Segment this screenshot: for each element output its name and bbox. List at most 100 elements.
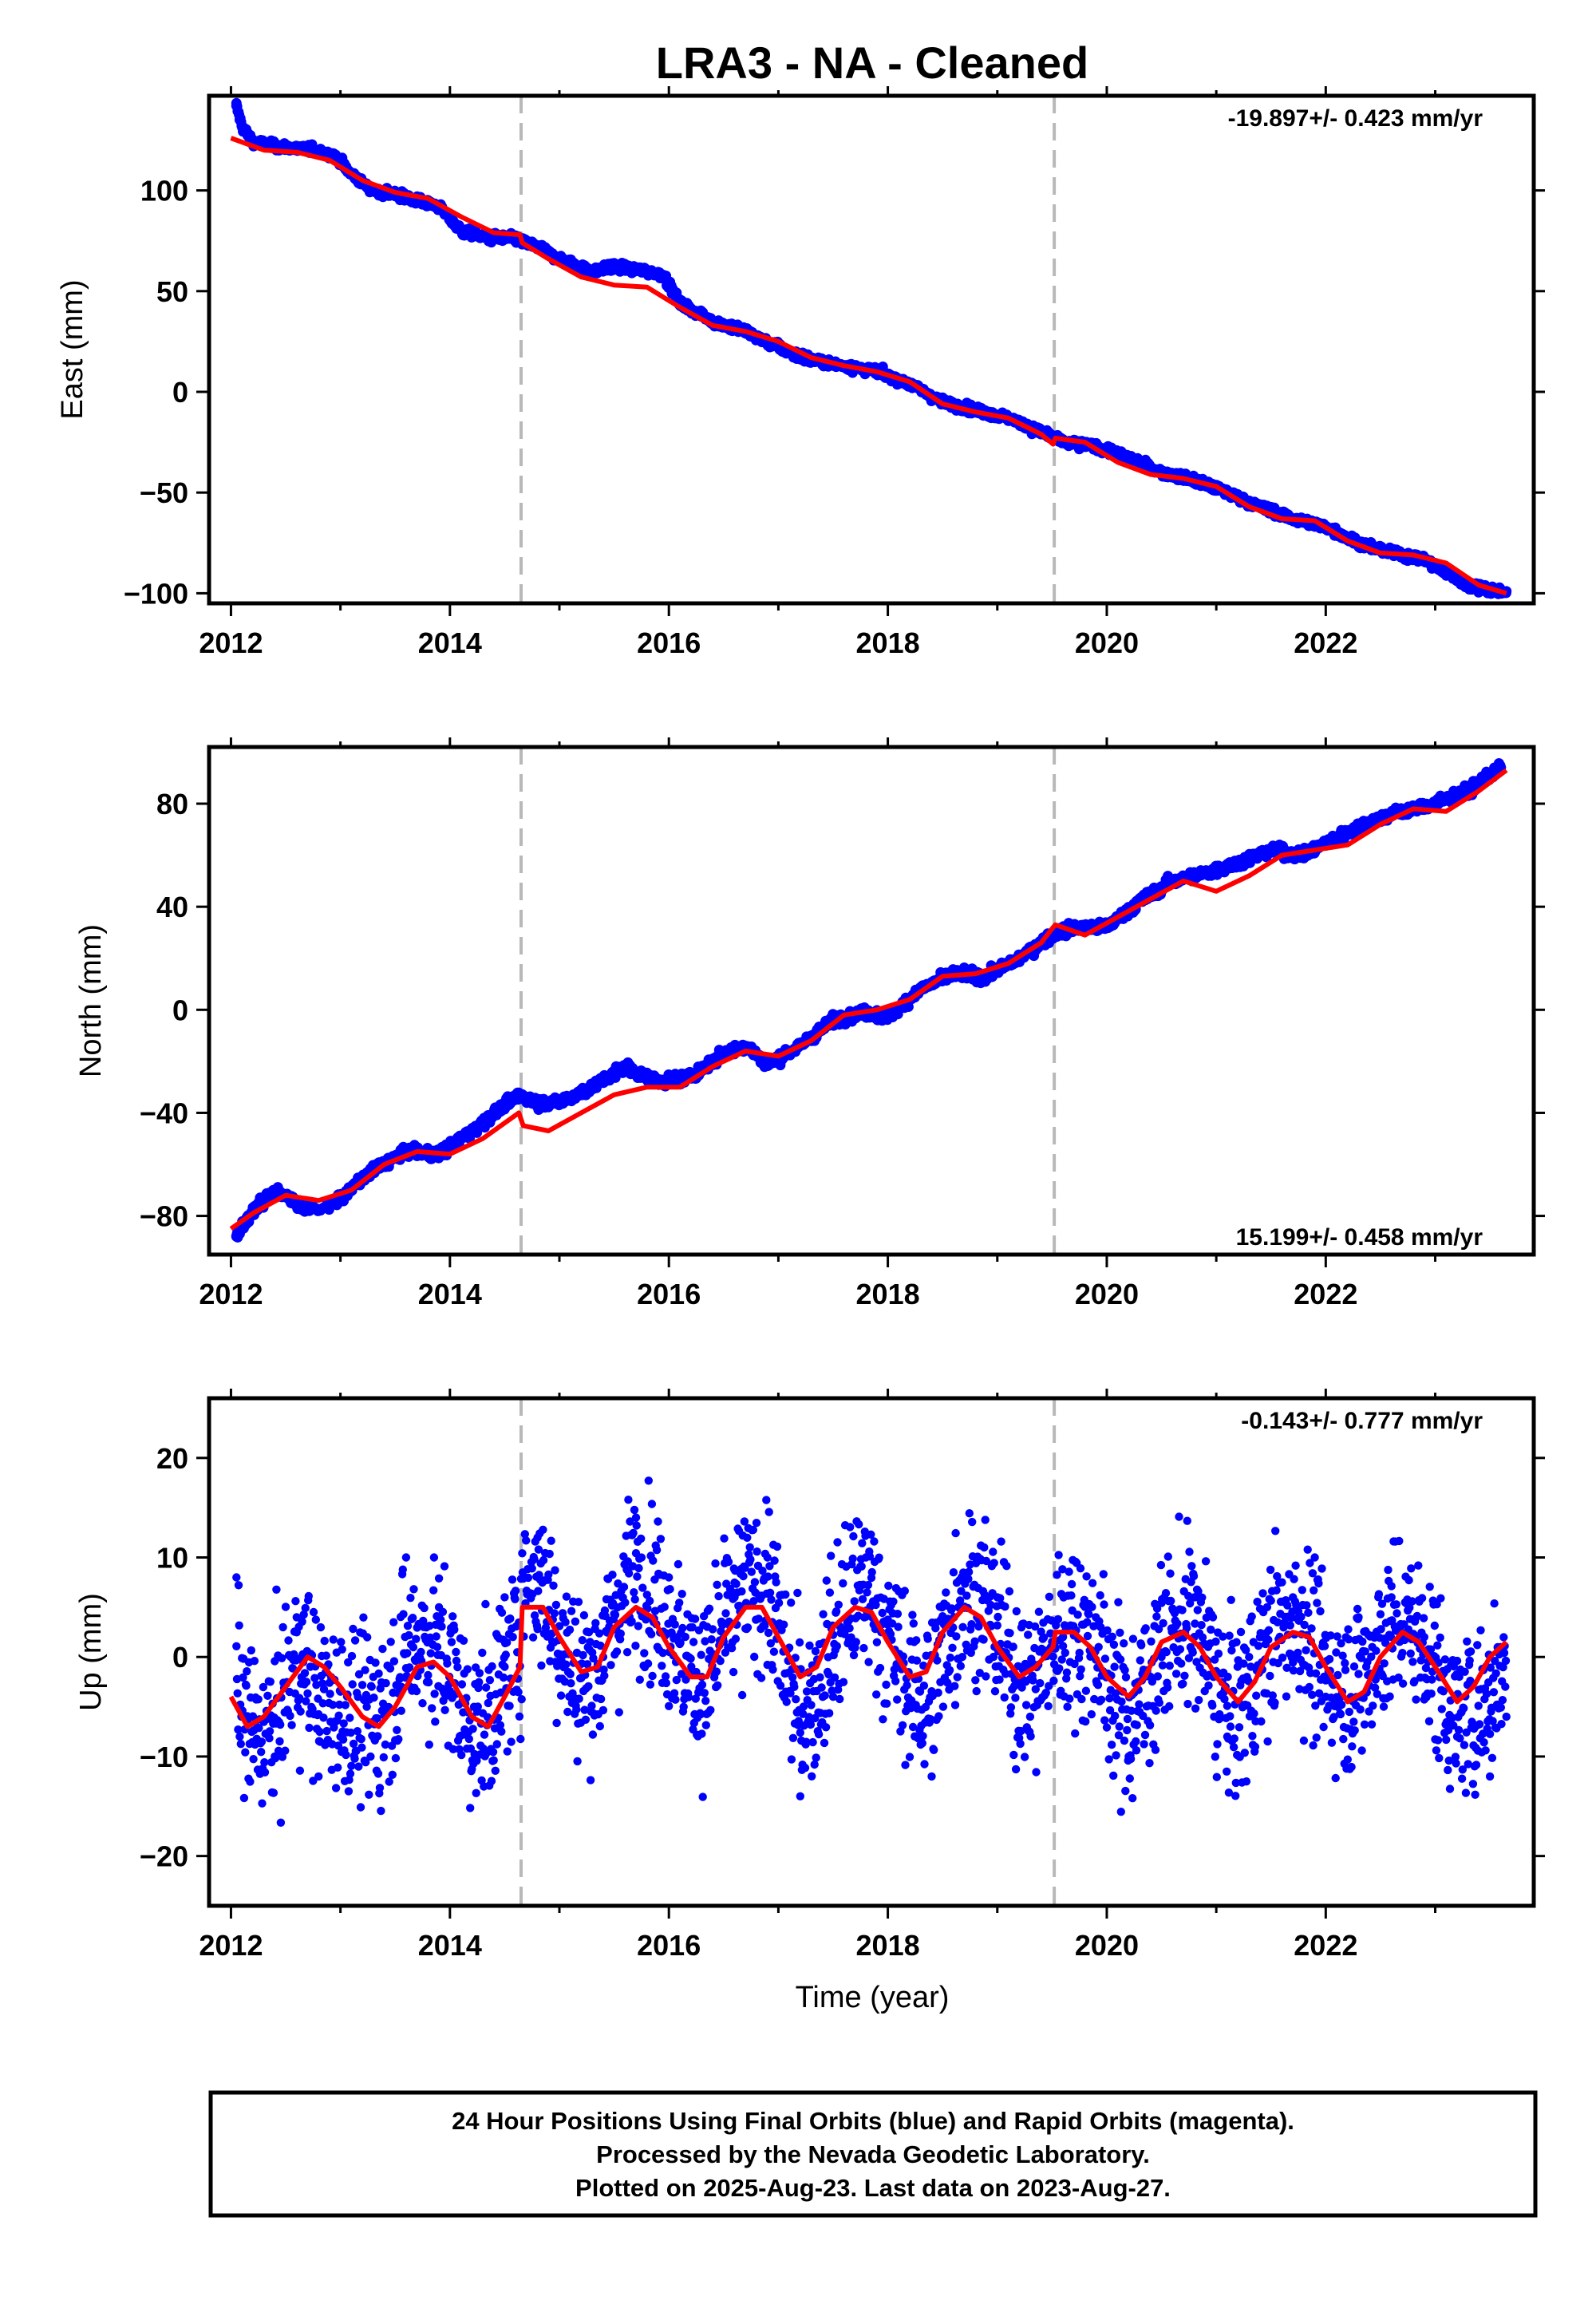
up-point [679, 1702, 688, 1711]
east-point [236, 121, 247, 132]
up-point [608, 1571, 617, 1579]
up-point [389, 1657, 399, 1666]
up-point [334, 1763, 342, 1772]
up-point [239, 1793, 249, 1803]
north-point [981, 970, 992, 982]
up-point [716, 1657, 725, 1666]
up-point [595, 1629, 604, 1638]
up-point [399, 1610, 408, 1618]
up-point [708, 1625, 717, 1634]
up-point [328, 1701, 338, 1709]
up-point [403, 1622, 413, 1630]
up-point [518, 1549, 527, 1558]
up-point [537, 1661, 546, 1670]
east-point [477, 231, 488, 243]
up-point [500, 1662, 509, 1671]
up-point [633, 1572, 642, 1581]
up-point [276, 1818, 286, 1827]
up-point [373, 1769, 383, 1778]
up-point [677, 1670, 686, 1678]
up-point [515, 1712, 524, 1721]
up-point [249, 1755, 258, 1764]
up-point [757, 1674, 766, 1682]
north-ytick-label: 40 [156, 891, 188, 923]
up-point [299, 1610, 308, 1619]
up-point [279, 1622, 287, 1632]
up-point [275, 1737, 284, 1746]
up-point [242, 1682, 251, 1690]
up-point [534, 1587, 543, 1595]
up-point [627, 1617, 636, 1626]
north-xtick-label: 2016 [637, 1278, 701, 1310]
up-point [516, 1734, 525, 1744]
north-ylabel: North (mm) [74, 924, 108, 1077]
up-point [265, 1733, 274, 1743]
up-point [551, 1600, 561, 1610]
up-point [686, 1654, 695, 1663]
east-ytick-label: −50 [140, 476, 188, 509]
up-point [638, 1583, 647, 1592]
up-point [749, 1525, 757, 1535]
up-point [488, 1748, 498, 1757]
up-point [634, 1622, 642, 1630]
east-xtick-label: 2022 [1294, 626, 1357, 659]
up-point [737, 1587, 746, 1596]
up-point [409, 1614, 417, 1622]
east-xtick-label: 2014 [418, 626, 482, 659]
up-point [700, 1689, 709, 1697]
up-point [567, 1607, 576, 1615]
up-point [662, 1678, 670, 1688]
up-point [453, 1662, 462, 1672]
up-point [487, 1777, 496, 1785]
up-point [596, 1641, 605, 1650]
up-point [371, 1658, 380, 1667]
north-data-points [231, 758, 1507, 1243]
up-point [485, 1676, 495, 1685]
up-point [571, 1617, 580, 1626]
up-point [425, 1740, 433, 1749]
up-point [647, 1630, 656, 1638]
up-point [654, 1517, 662, 1526]
up-point [359, 1613, 368, 1622]
up-point [412, 1686, 421, 1696]
up-point [675, 1599, 684, 1607]
up-point [452, 1656, 461, 1666]
up-point [281, 1603, 290, 1611]
east-point [1440, 567, 1452, 579]
up-point [588, 1730, 598, 1739]
east-point [609, 262, 620, 272]
up-point [403, 1649, 412, 1658]
east-point [313, 144, 324, 156]
up-point [309, 1607, 318, 1617]
up-point [266, 1678, 275, 1686]
up-point [671, 1695, 680, 1704]
up-point [750, 1652, 759, 1662]
up-point [315, 1727, 324, 1737]
up-point [344, 1787, 354, 1796]
up-point [739, 1571, 748, 1581]
east-model-line [230, 136, 1507, 596]
up-point [530, 1611, 539, 1620]
up-point [346, 1728, 355, 1737]
up-point [334, 1741, 343, 1750]
north-point [554, 1097, 565, 1108]
up-point [450, 1625, 459, 1634]
up-point [406, 1594, 415, 1603]
up-point [349, 1624, 358, 1634]
up-point [567, 1679, 575, 1688]
up-point [661, 1672, 670, 1681]
up-point [247, 1646, 255, 1655]
up-point [405, 1630, 413, 1640]
north-ytick-label: 0 [172, 994, 188, 1026]
up-point [475, 1678, 484, 1686]
up-point [551, 1566, 559, 1575]
up-point [534, 1545, 543, 1554]
up-point [358, 1681, 367, 1690]
up-point [379, 1753, 388, 1762]
east-ytick-label: 0 [172, 376, 188, 409]
up-point [637, 1553, 646, 1562]
up-point [646, 1680, 655, 1689]
up-point [658, 1662, 666, 1670]
up-point [684, 1693, 693, 1701]
